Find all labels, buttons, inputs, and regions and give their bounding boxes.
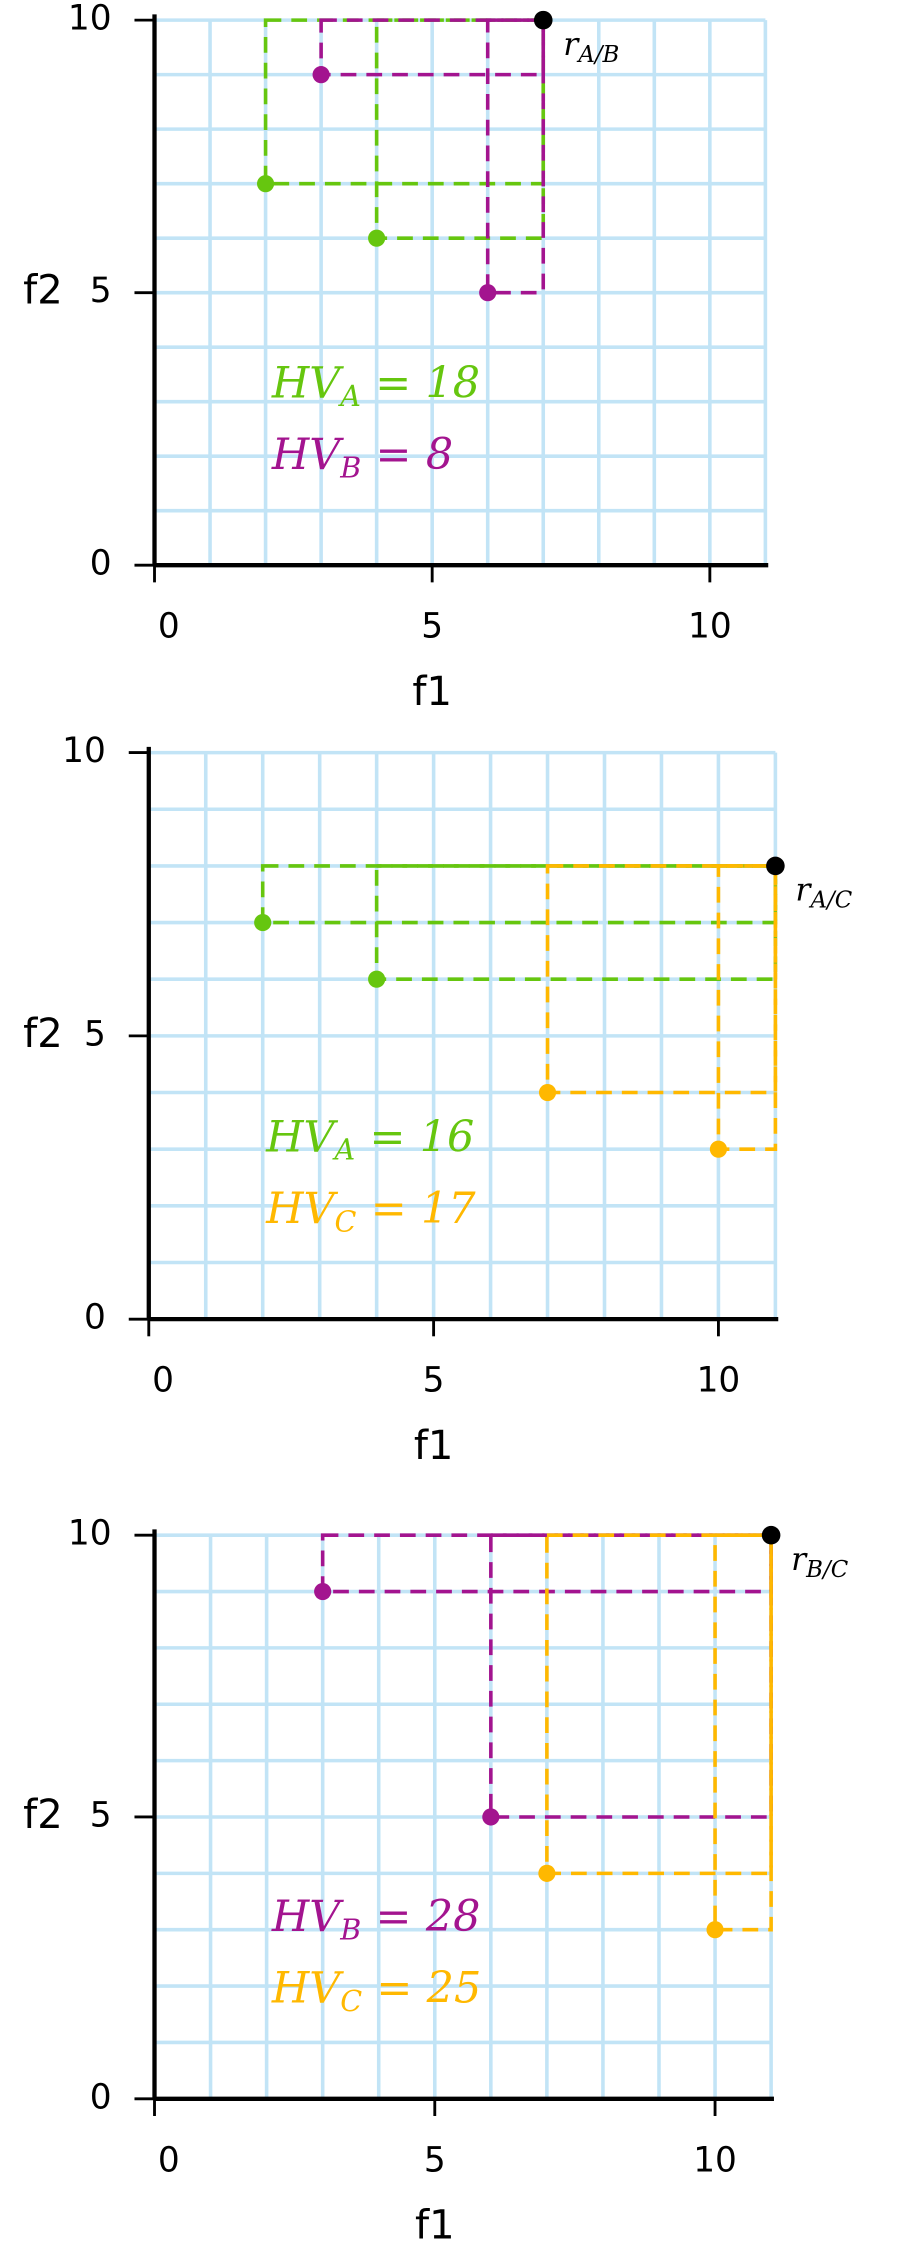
point — [706, 1921, 724, 1939]
x-tick-label: 0 — [152, 1361, 174, 1401]
y-tick-label: 10 — [68, 0, 112, 39]
hypervolume-box — [260, 864, 778, 925]
y-tick-label: 5 — [84, 1014, 106, 1054]
hv-sub: B — [339, 1912, 361, 1946]
x-tick-label: 10 — [693, 2140, 737, 2180]
point — [314, 1582, 332, 1601]
hv-sub: C — [335, 1204, 357, 1238]
hv-relation: = — [371, 1184, 407, 1234]
hv-text: HV — [271, 430, 344, 480]
hv-annotation: HVA = 18 — [271, 358, 480, 412]
hypervolume-box — [713, 1533, 773, 1932]
hv-sub: A — [332, 1132, 356, 1166]
x-tick-label: 10 — [688, 607, 732, 647]
y-axis-label: f2 — [23, 268, 63, 314]
x-tick-label: 5 — [423, 1361, 445, 1401]
x-tick-label: 5 — [424, 2140, 446, 2180]
x-axis-label: f1 — [412, 669, 452, 715]
reference-label: rA/B — [563, 26, 619, 68]
hypervolume-box — [374, 864, 778, 982]
hv-relation: = — [376, 1892, 412, 1942]
hypervolume-box — [263, 18, 546, 186]
y-tick-label: 0 — [84, 1298, 106, 1338]
hv-annotation: HVC = 25 — [271, 1964, 481, 2018]
hv-relation: = — [369, 1112, 405, 1162]
hv-value: 16 — [420, 1112, 475, 1162]
hv-relation: = — [376, 1964, 412, 2014]
point — [256, 175, 275, 193]
hv-value: 18 — [425, 358, 480, 408]
x-tick-label: 0 — [158, 2140, 180, 2180]
hv-annotation: HVA = 16 — [265, 1112, 474, 1166]
reference-point — [761, 1525, 781, 1545]
hypervolume-box — [319, 18, 546, 77]
y-tick-label: 10 — [68, 1514, 112, 1554]
x-tick-label: 5 — [421, 607, 443, 647]
point — [538, 1864, 556, 1882]
y-axis-label: f2 — [23, 1792, 63, 1838]
reference-sub: A/C — [808, 888, 852, 914]
y-tick-label: 5 — [90, 271, 112, 311]
reference-label: rB/C — [791, 1541, 849, 1583]
reference-text: r — [795, 872, 812, 908]
point — [482, 1808, 500, 1826]
hypervolume-box — [489, 1533, 773, 1819]
hv-sub: A — [337, 378, 361, 412]
point — [368, 229, 386, 247]
point — [312, 66, 330, 84]
reference-point — [533, 10, 553, 30]
x-axis-label: f1 — [415, 2203, 455, 2249]
reference-sub: B/C — [805, 1557, 849, 1583]
hv-value: 8 — [426, 430, 453, 480]
reference-text: r — [563, 26, 580, 62]
point — [709, 1140, 728, 1158]
point — [254, 913, 272, 932]
hv-text: HV — [271, 358, 344, 408]
hv-sub: B — [339, 450, 361, 484]
reference-point — [766, 856, 785, 876]
hv-text: HV — [271, 1892, 344, 1942]
x-tick-label: 10 — [697, 1361, 741, 1401]
x-tick-label: 0 — [158, 607, 180, 647]
hv-relation: = — [375, 358, 411, 408]
hypervolume-box — [716, 864, 778, 1151]
hv-text: HV — [271, 1964, 344, 2014]
reference-label: rA/C — [795, 872, 852, 914]
hv-value: 25 — [426, 1964, 482, 2014]
y-axis-label: f2 — [23, 1011, 63, 1057]
point — [538, 1083, 557, 1102]
point — [479, 284, 497, 302]
y-tick-label: 0 — [90, 544, 112, 584]
hypervolume-box — [545, 1533, 773, 1876]
hv-annotation: HVB = 28 — [271, 1892, 481, 1946]
y-tick-label: 5 — [90, 1795, 112, 1835]
hv-text: HV — [265, 1184, 338, 1234]
reference-text: r — [791, 1541, 808, 1577]
hypervolume-box — [485, 18, 546, 295]
hv-value: 28 — [425, 1892, 481, 1942]
y-tick-label: 10 — [62, 731, 106, 771]
point — [368, 970, 386, 988]
hypervolume-box — [545, 864, 778, 1095]
hv-annotation: HVB = 8 — [271, 430, 453, 484]
x-axis-label: f1 — [414, 1423, 454, 1469]
y-tick-label: 0 — [90, 2077, 112, 2117]
hv-text: HV — [265, 1112, 338, 1162]
hv-relation: = — [376, 430, 412, 480]
reference-sub: A/B — [576, 42, 619, 68]
hv-value: 17 — [421, 1184, 476, 1234]
hv-sub: C — [340, 1983, 362, 2017]
hv-annotation: HVC = 17 — [265, 1184, 476, 1238]
